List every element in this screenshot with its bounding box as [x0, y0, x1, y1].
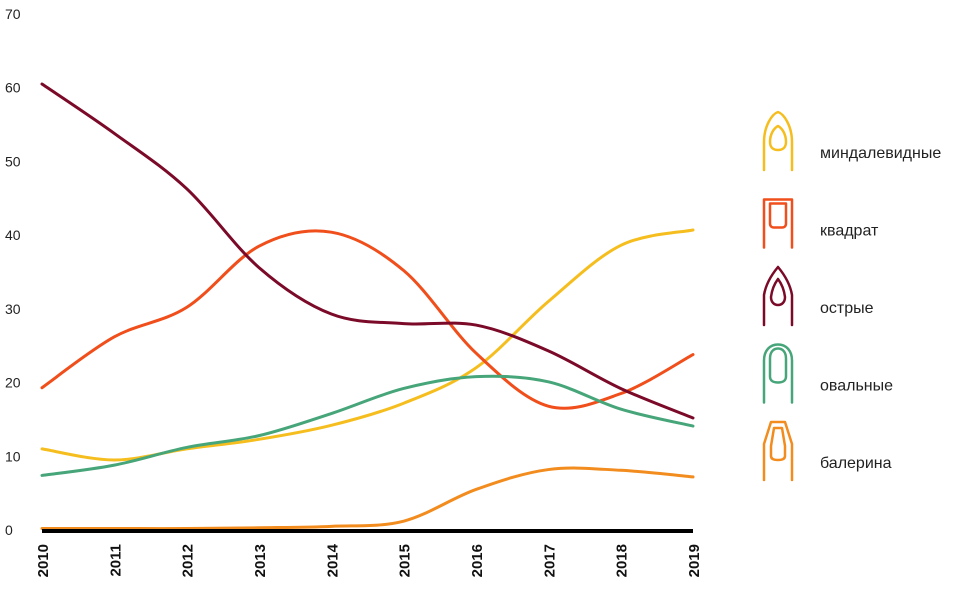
- legend: миндалевидные квадрат острые овальные балери…: [762, 110, 941, 482]
- x-tick-label: 2019: [686, 544, 703, 577]
- legend-icon-oval-nail: [762, 343, 794, 404]
- x-tick-label: 2015: [397, 544, 414, 577]
- legend-label: овальные: [820, 378, 893, 395]
- x-tick-label: 2014: [324, 543, 341, 577]
- plot-area: [40, 82, 695, 533]
- legend-label: квадрат: [820, 223, 879, 240]
- y-tick-label: 30: [5, 301, 21, 317]
- y-tick-label: 0: [5, 522, 13, 538]
- y-axis: 0 10 20 30 40 50 60 70: [5, 6, 21, 538]
- y-tick-label: 60: [5, 80, 21, 96]
- legend-icon-square-nail: [762, 198, 794, 249]
- legend-label: острые: [820, 300, 874, 317]
- x-tick-label: 2016: [469, 544, 486, 577]
- legend-icon-stiletto-nail: [762, 265, 794, 327]
- y-tick-label: 10: [5, 448, 21, 464]
- y-tick-label: 50: [5, 153, 21, 169]
- x-tick-label: 2011: [107, 544, 124, 577]
- legend-icon-ballerina-nail: [762, 420, 794, 482]
- x-tick-label: 2012: [180, 544, 197, 577]
- y-tick-label: 20: [5, 375, 21, 391]
- series-line-ballerina: [40, 466, 695, 531]
- x-tick-label: 2017: [541, 544, 558, 577]
- x-axis: 2010 2011 2012 2013 2014 2015 2016 2017 2018 2019: [35, 543, 703, 577]
- x-tick-label: 2013: [252, 544, 269, 577]
- series-line-oval: [40, 374, 695, 477]
- y-tick-label: 40: [5, 227, 21, 243]
- x-tick-label: 2018: [614, 544, 631, 577]
- x-tick-label: 2010: [35, 544, 52, 577]
- legend-label: балерина: [820, 455, 892, 472]
- series-line-almond: [40, 228, 695, 462]
- y-tick-label: 70: [5, 6, 21, 22]
- series-line-square: [40, 229, 695, 410]
- legend-icon-almond-nail: [762, 110, 794, 172]
- series-line-stiletto: [40, 82, 695, 420]
- legend-label: миндалевидные: [820, 145, 941, 162]
